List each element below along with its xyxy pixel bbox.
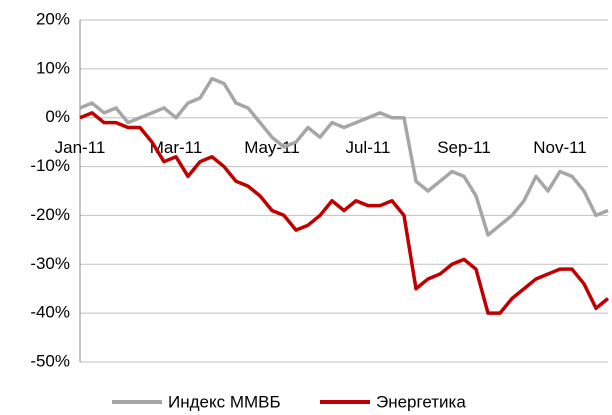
legend-label: Энергетика xyxy=(376,392,466,411)
y-tick-label: -30% xyxy=(30,254,70,273)
y-tick-label: 0% xyxy=(45,107,70,126)
y-tick-label: -10% xyxy=(30,156,70,175)
y-tick-label: -20% xyxy=(30,205,70,224)
x-tick-label: Nov-11 xyxy=(533,138,587,157)
x-tick-label: May-11 xyxy=(244,138,299,157)
x-tick-label: Sep-11 xyxy=(437,138,491,157)
x-tick-label: Mar-11 xyxy=(150,138,203,157)
legend-label: Индекс ММВБ xyxy=(168,392,281,411)
y-tick-label: 20% xyxy=(36,9,70,28)
y-tick-label: -50% xyxy=(30,351,70,370)
line-series xyxy=(79,76,609,237)
y-tick-label: -40% xyxy=(30,303,70,322)
y-tick-label: 10% xyxy=(36,58,70,77)
x-tick-label: Jul-11 xyxy=(345,138,390,157)
x-tick-label: Jan-11 xyxy=(55,138,106,157)
line-series xyxy=(79,111,610,315)
